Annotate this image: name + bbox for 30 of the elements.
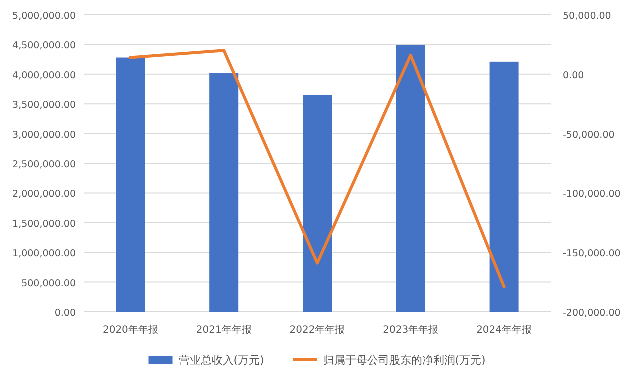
y-tick-label: 4,500,000.00 — [12, 40, 76, 52]
y2-tick-label: -150,000.00 — [563, 248, 621, 260]
y2-tick-label: -100,000.00 — [563, 189, 621, 200]
x-tick-label: 2021年年报 — [196, 324, 252, 336]
bar — [490, 62, 519, 312]
y2-tick-label: 50,000.00 — [563, 11, 612, 22]
bar — [303, 95, 332, 312]
legend-label: 归属于母公司股东的净利润(万元) — [323, 354, 486, 367]
y-tick-label: 1,500,000.00 — [12, 218, 76, 230]
y-tick-label: 1,000,000.00 — [12, 248, 76, 260]
y-tick-label: 5,000,000.00 — [12, 11, 76, 22]
y2-tick-label: 0.00 — [563, 70, 584, 82]
y-tick-label: 3,500,000.00 — [12, 100, 76, 112]
y-tick-label: 4,000,000.00 — [12, 70, 76, 82]
bar — [396, 45, 426, 312]
y-tick-label: 2,000,000.00 — [12, 189, 76, 200]
y-tick-label: 0.00 — [54, 308, 76, 319]
y-tick-label: 500,000.00 — [22, 278, 76, 290]
line-series — [129, 49, 506, 289]
legend-label: 营业总收入(万元) — [178, 354, 264, 367]
y2-tick-label: -200,000.00 — [563, 308, 621, 319]
x-tick-label: 2022年年报 — [290, 324, 346, 336]
x-tick-label: 2023年年报 — [383, 324, 439, 336]
y2-tick-label: -50,000.00 — [563, 130, 615, 141]
y-tick-label: 2,500,000.00 — [12, 160, 76, 170]
x-tick-label: 2020年年报 — [102, 324, 158, 336]
bar — [210, 73, 239, 312]
bar — [116, 58, 146, 312]
x-tick-label: 2024年年报 — [476, 324, 532, 336]
y-tick-label: 3,000,000.00 — [12, 130, 76, 141]
